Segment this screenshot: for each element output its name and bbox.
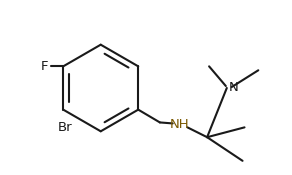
Text: N: N [229, 82, 239, 95]
Text: NH: NH [170, 118, 190, 131]
Text: F: F [41, 60, 48, 73]
Text: Br: Br [58, 121, 72, 134]
